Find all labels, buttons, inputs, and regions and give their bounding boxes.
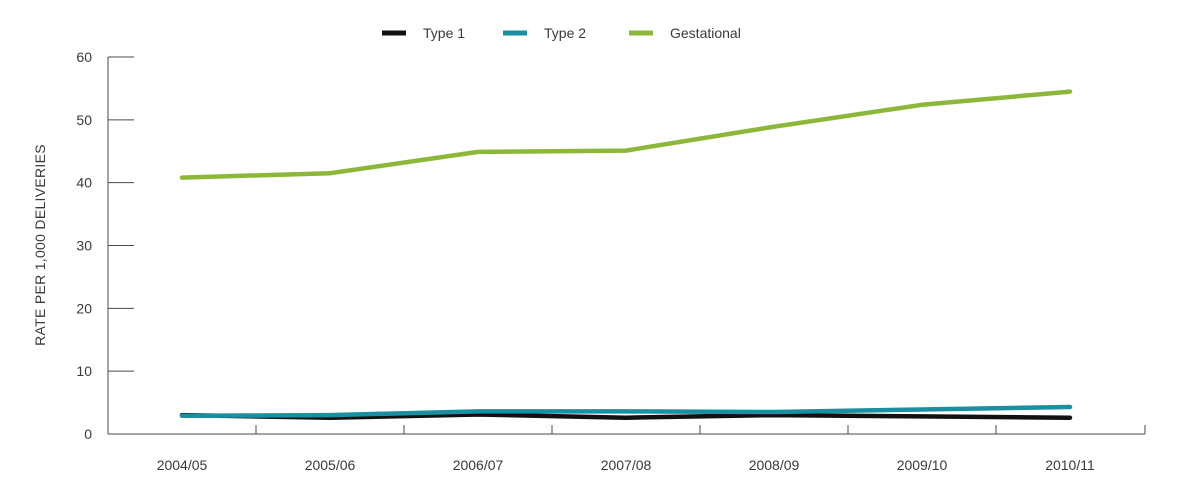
series-line-type-1: [179, 412, 1073, 420]
y-tick-label: 10: [76, 363, 92, 379]
y-tick-label: 50: [76, 112, 92, 128]
y-axis: 0 10 20 30 40 50 60: [76, 49, 134, 442]
legend-label: Type 1: [423, 25, 465, 41]
series-line-gestational: [179, 89, 1073, 180]
series-lines: [179, 89, 1073, 420]
y-tick-label: 30: [76, 238, 92, 254]
x-axis: 2004/05 2005/06 2006/07 2007/08 2008/09 2009/…: [107, 425, 1146, 473]
y-tick-label: 40: [76, 175, 92, 191]
x-tick-label: 2010/11: [1045, 457, 1095, 473]
x-tick-label: 2004/05: [157, 457, 208, 473]
x-tick-label: 2005/06: [305, 457, 356, 473]
legend-label: Type 2: [544, 25, 586, 41]
y-tick-label: 20: [76, 300, 92, 316]
x-tick-label: 2007/08: [601, 457, 652, 473]
x-tick-label: 2006/07: [453, 457, 504, 473]
legend-label: Gestational: [670, 25, 741, 41]
y-axis-title: RATE PER 1,000 DELIVERIES: [32, 144, 48, 346]
y-tick-label: 0: [84, 426, 92, 442]
legend: Type 1 Type 2 Gestational: [382, 25, 741, 41]
x-tick-label: 2009/10: [897, 457, 948, 473]
y-tick-label: 60: [76, 49, 92, 65]
x-tick-label: 2008/09: [749, 457, 800, 473]
series-line-type-2: [179, 404, 1073, 419]
